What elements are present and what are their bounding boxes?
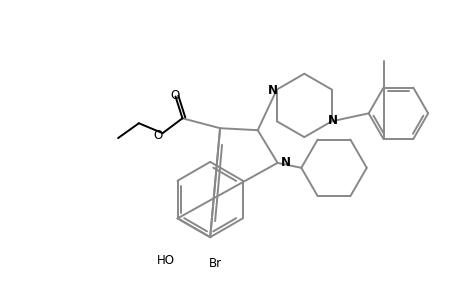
Text: N: N	[327, 114, 337, 127]
Text: O: O	[153, 129, 162, 142]
Text: N: N	[280, 156, 290, 170]
Text: N: N	[267, 84, 277, 97]
Text: HO: HO	[156, 254, 174, 268]
Text: Br: Br	[208, 257, 221, 270]
Text: O: O	[169, 89, 179, 102]
